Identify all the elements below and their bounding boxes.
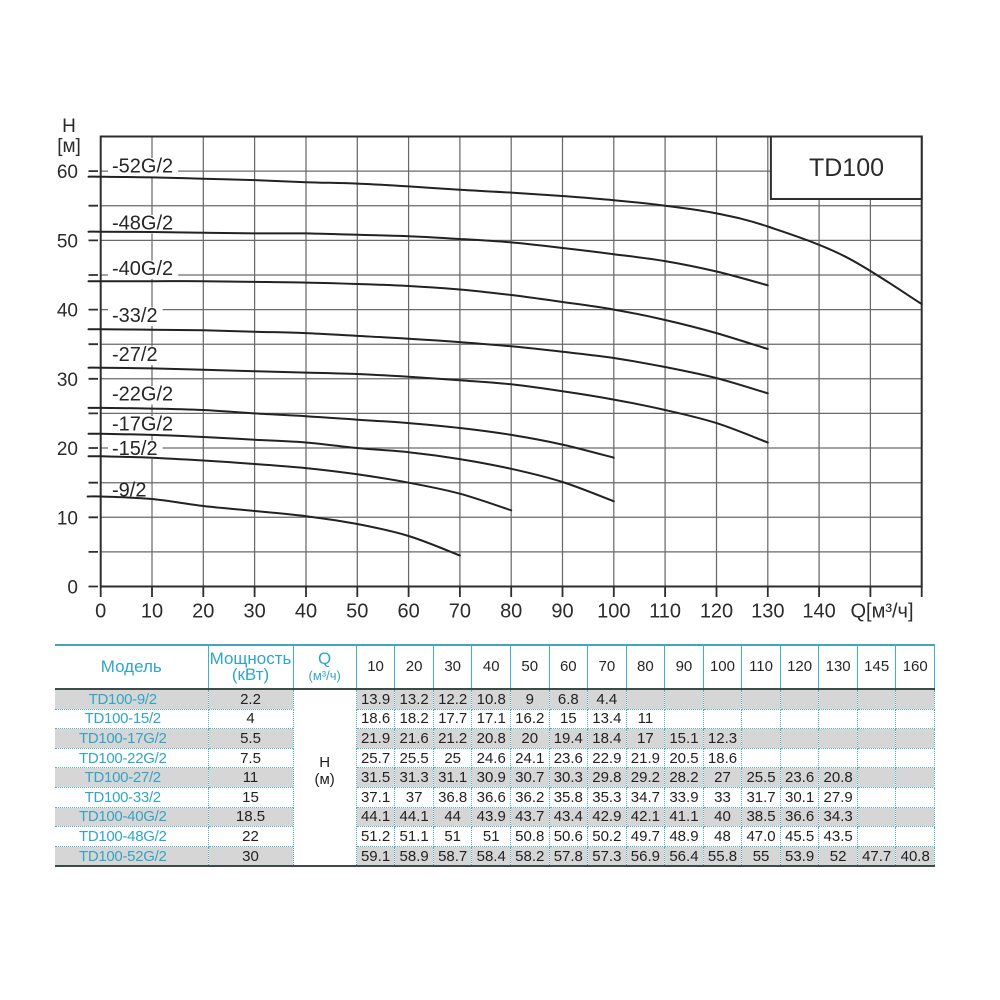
svg-text:20: 20	[57, 439, 78, 460]
svg-text:80: 80	[500, 601, 522, 623]
svg-text:-33/2: -33/2	[112, 305, 158, 327]
svg-text:-27/2: -27/2	[112, 344, 158, 366]
svg-text:-9/2: -9/2	[112, 480, 146, 502]
svg-text:10: 10	[57, 508, 78, 529]
svg-text:30: 30	[243, 601, 265, 623]
svg-text:-52G/2: -52G/2	[112, 156, 173, 178]
svg-text:90: 90	[551, 601, 573, 623]
svg-text:30: 30	[57, 370, 78, 391]
svg-text:H: H	[62, 116, 76, 137]
svg-text:40: 40	[57, 301, 78, 322]
svg-text:-48G/2: -48G/2	[112, 213, 173, 235]
svg-text:100: 100	[597, 601, 630, 623]
svg-text:TD100: TD100	[809, 154, 884, 182]
svg-text:[м]: [м]	[57, 136, 81, 157]
svg-text:130: 130	[751, 601, 784, 623]
svg-text:-15/2: -15/2	[112, 438, 158, 460]
svg-text:20: 20	[192, 601, 214, 623]
svg-text:50: 50	[346, 601, 368, 623]
svg-text:70: 70	[449, 601, 471, 623]
svg-text:140: 140	[802, 601, 835, 623]
svg-text:120: 120	[700, 601, 733, 623]
svg-text:60: 60	[397, 601, 419, 623]
svg-text:Q[м³/ч]: Q[м³/ч]	[850, 601, 913, 623]
svg-text:0: 0	[95, 601, 106, 623]
svg-text:40: 40	[295, 601, 317, 623]
svg-text:60: 60	[57, 162, 78, 183]
svg-text:-40G/2: -40G/2	[112, 258, 173, 280]
svg-text:10: 10	[141, 601, 163, 623]
svg-text:-17G/2: -17G/2	[112, 414, 173, 436]
svg-text:50: 50	[57, 231, 78, 252]
svg-text:-22G/2: -22G/2	[112, 384, 173, 406]
svg-text:0: 0	[67, 578, 78, 599]
svg-text:110: 110	[649, 601, 681, 623]
